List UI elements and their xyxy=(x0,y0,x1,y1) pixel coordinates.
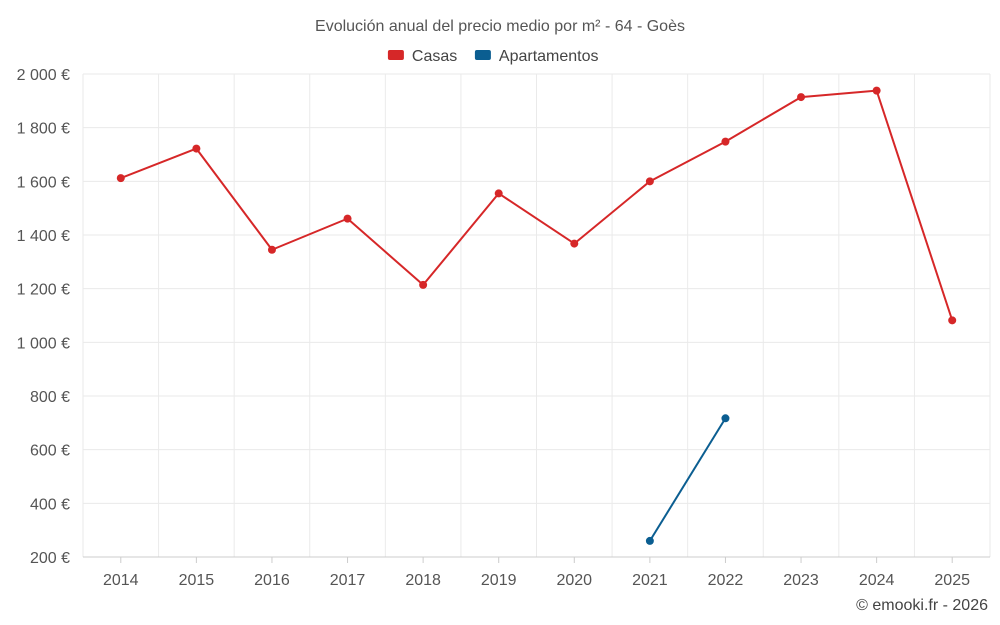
x-tick-label: 2021 xyxy=(632,572,668,589)
legend-item-apartamentos[interactable]: Apartamentos xyxy=(474,48,599,65)
x-tick-label: 2020 xyxy=(556,572,592,589)
legend-item-casas[interactable]: Casas xyxy=(387,48,457,65)
data-point-casas[interactable] xyxy=(645,177,654,186)
axes: 200 € 400 € 600 € 800 € 1 000 € 1 200 € 1 400 … xyxy=(17,67,990,589)
x-tick-label: 2017 xyxy=(330,572,366,589)
credit-text: © emooki.fr - 2026 xyxy=(856,597,988,614)
legend-swatch xyxy=(474,50,491,60)
data-point-casas[interactable] xyxy=(721,137,730,146)
legend-swatch xyxy=(387,50,404,60)
data-point-casas[interactable] xyxy=(948,316,957,325)
y-tick-label: 1 800 € xyxy=(17,121,70,138)
x-tick-label: 2023 xyxy=(783,572,819,589)
series-line-apartamentos xyxy=(649,417,727,542)
y-tick-label: 1 000 € xyxy=(17,335,70,352)
data-point-casas[interactable] xyxy=(192,144,201,153)
y-tick-label: 800 € xyxy=(30,389,70,406)
legend-label: Apartamentos xyxy=(499,48,599,65)
legend-label: Casas xyxy=(412,48,457,65)
x-tick-label: 2025 xyxy=(934,572,970,589)
series-line-casas xyxy=(120,89,954,321)
y-tick-label: 1 400 € xyxy=(17,228,70,245)
y-tick-label: 2 000 € xyxy=(17,67,70,84)
y-tick-label: 400 € xyxy=(30,496,70,513)
legend: Casas Apartamentos xyxy=(387,48,599,65)
data-point-casas[interactable] xyxy=(494,189,503,198)
data-point-casas[interactable] xyxy=(872,86,881,95)
y-tick-label: 1 200 € xyxy=(17,282,70,299)
x-tick-label: 2015 xyxy=(179,572,215,589)
x-tick-label: 2016 xyxy=(254,572,290,589)
x-tick-label: 2014 xyxy=(103,572,139,589)
y-tick-label: 1 600 € xyxy=(17,174,70,191)
x-tick-label: 2024 xyxy=(859,572,895,589)
data-point-casas[interactable] xyxy=(116,174,125,183)
y-tick-label: 200 € xyxy=(30,550,70,567)
data-point-casas[interactable] xyxy=(343,214,352,223)
series-layer xyxy=(116,86,957,545)
data-point-casas[interactable] xyxy=(267,245,276,254)
chart-title: Evolución anual del precio medio por m² … xyxy=(315,18,685,35)
y-tick-label: 600 € xyxy=(30,443,70,460)
data-point-apartamentos[interactable] xyxy=(645,536,654,545)
data-point-casas[interactable] xyxy=(419,280,428,289)
x-tick-label: 2022 xyxy=(708,572,744,589)
data-point-apartamentos[interactable] xyxy=(721,414,730,423)
x-tick-label: 2019 xyxy=(481,572,517,589)
x-tick-label: 2018 xyxy=(405,572,441,589)
data-point-casas[interactable] xyxy=(570,239,579,248)
grid xyxy=(82,73,991,558)
data-point-casas[interactable] xyxy=(797,93,806,102)
